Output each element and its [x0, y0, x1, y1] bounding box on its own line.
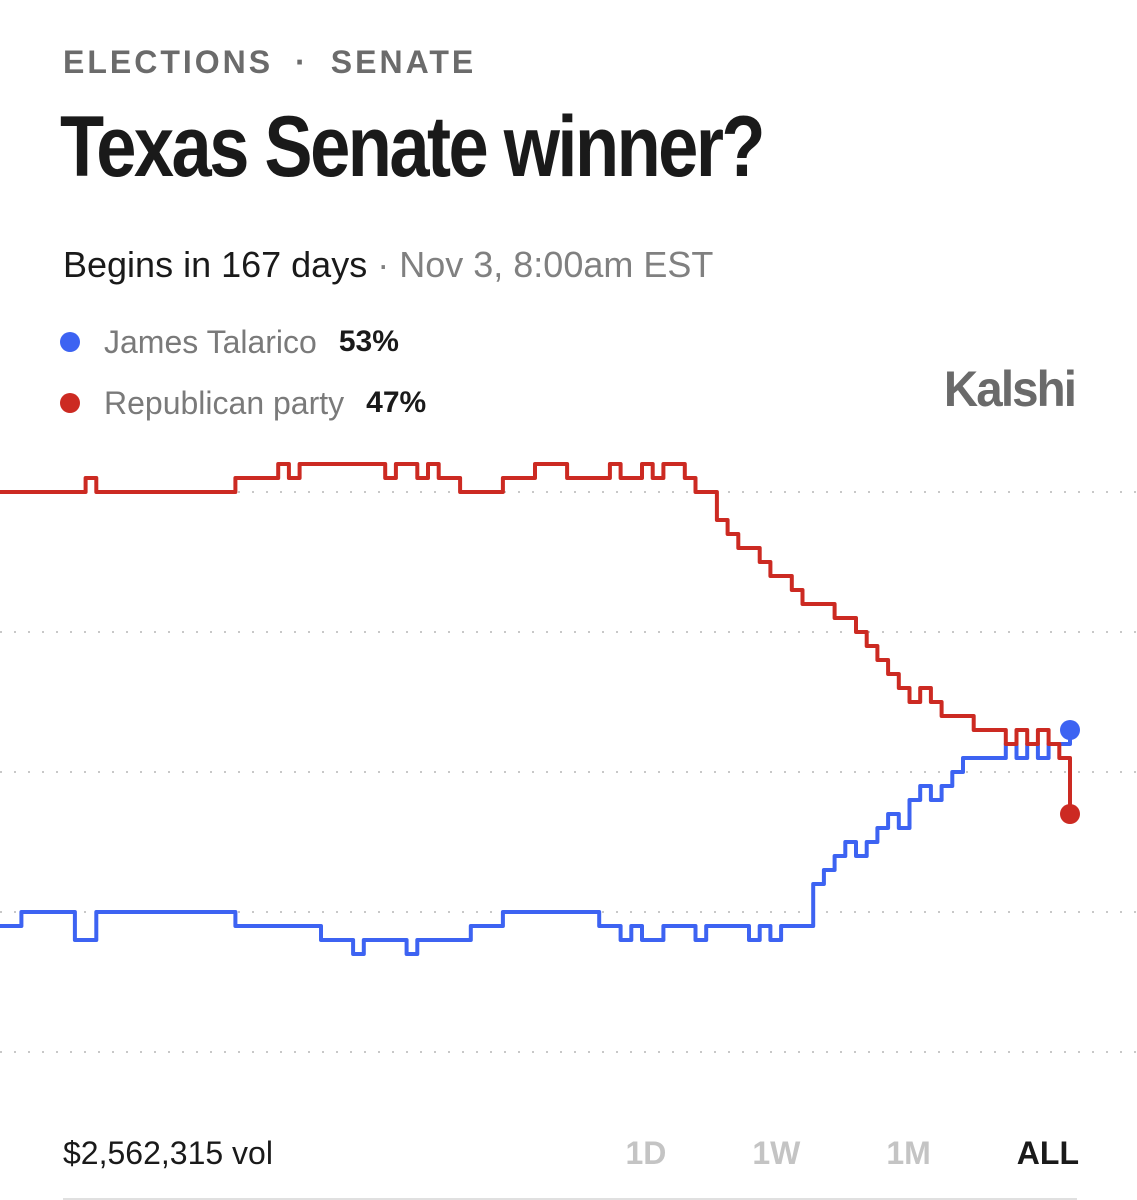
- event-date: · Nov 3, 8:00am EST: [377, 244, 714, 285]
- legend-value: 47%: [366, 386, 427, 419]
- breadcrumb-category[interactable]: ELECTIONS: [63, 44, 274, 80]
- price-chart[interactable]: [0, 460, 1137, 1100]
- range-1d-button[interactable]: 1D: [625, 1134, 667, 1171]
- series-line-republican[interactable]: [0, 462, 1072, 814]
- divider: [63, 1198, 1077, 1200]
- legend-name: James Talarico: [104, 323, 317, 360]
- range-1m-button[interactable]: 1M: [886, 1134, 931, 1171]
- blue-dot-icon: [60, 332, 80, 352]
- chart-footer: $2,562,315 vol 1D 1W 1M ALL: [63, 1128, 1079, 1178]
- legend-item-talarico[interactable]: James Talarico 53%: [60, 320, 426, 364]
- range-all-button[interactable]: ALL: [1016, 1134, 1079, 1171]
- page-title: Texas Senate winner?: [60, 99, 766, 195]
- legend-name: Republican party: [104, 384, 345, 421]
- red-dot-icon: [60, 393, 80, 413]
- legend-item-republican[interactable]: Republican party 47%: [60, 381, 426, 425]
- market-timing: Begins in 167 days · Nov 3, 8:00am EST: [63, 244, 713, 286]
- breadcrumb-subcategory[interactable]: SENATE: [330, 44, 477, 80]
- endpoint-talarico: [1060, 720, 1080, 740]
- range-1w-button[interactable]: 1W: [752, 1134, 801, 1171]
- volume-label: $2,562,315 vol: [63, 1134, 273, 1171]
- legend-value: 53%: [338, 325, 399, 358]
- breadcrumb: ELECTIONS · SENATE: [63, 44, 476, 81]
- begins-countdown: Begins in 167 days: [63, 244, 368, 285]
- breadcrumb-separator: ·: [295, 44, 309, 80]
- series-line-talarico[interactable]: [0, 730, 1072, 956]
- kalshi-logo: Kalshi: [943, 361, 1077, 417]
- endpoint-republican: [1060, 804, 1080, 824]
- chart-legend: James Talarico 53% Republican party 47%: [60, 320, 426, 442]
